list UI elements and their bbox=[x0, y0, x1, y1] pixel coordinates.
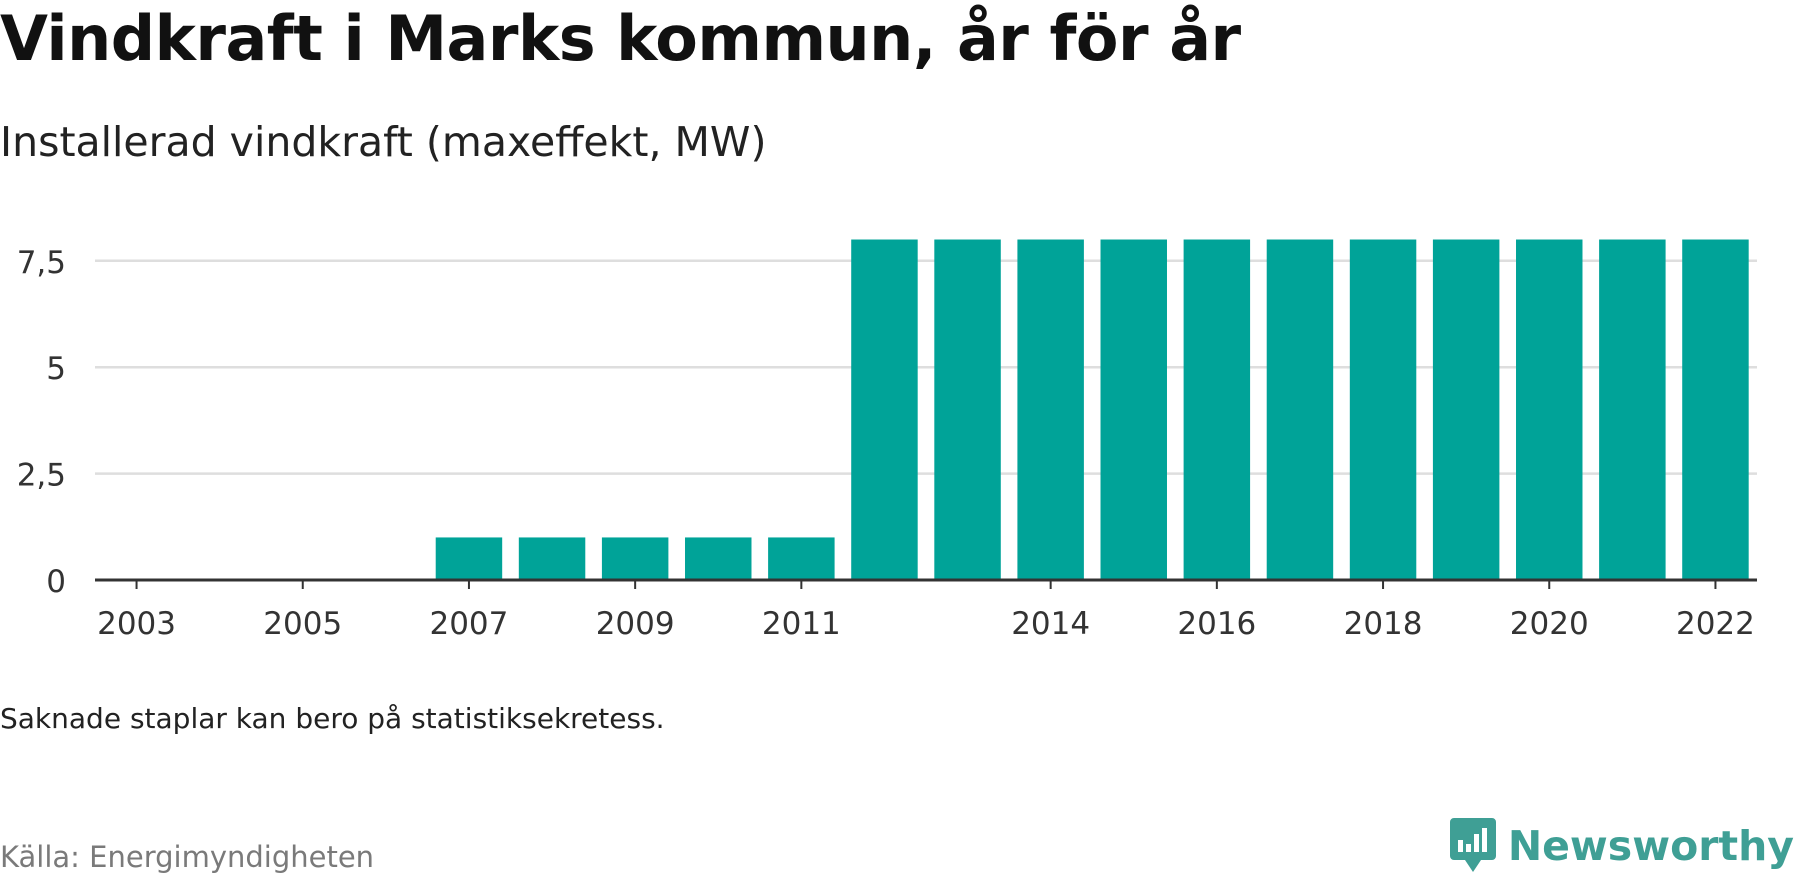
bar-2008 bbox=[518, 537, 586, 580]
x-tick-label: 2022 bbox=[1676, 606, 1755, 642]
x-tick-label: 2018 bbox=[1344, 606, 1423, 642]
x-tick-label: 2011 bbox=[762, 606, 841, 642]
x-tick-label: 2020 bbox=[1510, 606, 1589, 642]
bar-2009 bbox=[601, 537, 669, 580]
bar-2017 bbox=[1266, 239, 1334, 580]
x-tick-label: 2016 bbox=[1177, 606, 1256, 642]
bar-2014 bbox=[1017, 239, 1084, 580]
bar-2022 bbox=[1682, 239, 1749, 580]
bar-chart: 0 2,5 5 7,5 2003 2005 2007 2009 2011 2014 2016 201… bbox=[17, 239, 1757, 642]
footnote: Saknade staplar kan bero på statistiksek… bbox=[0, 702, 665, 735]
x-tick-label: 2009 bbox=[596, 606, 675, 642]
bar-2015 bbox=[1100, 239, 1167, 580]
bar-2019 bbox=[1432, 239, 1500, 580]
bar-2012 bbox=[851, 239, 918, 580]
x-tick-label: 2007 bbox=[429, 606, 508, 642]
y-axis-labels: 0 2,5 5 7,5 bbox=[17, 245, 66, 600]
newsworthy-logo-icon bbox=[1449, 818, 1496, 872]
grid-lines bbox=[95, 259, 1757, 475]
brand-name: Newsworthy bbox=[1507, 822, 1794, 870]
x-axis-labels: 2003 2005 2007 2009 2011 2014 2016 2018 2020 2022 bbox=[97, 580, 1755, 642]
x-tick-label: 2003 bbox=[97, 606, 176, 642]
bar-2010 bbox=[685, 537, 752, 580]
bar-2020 bbox=[1516, 239, 1583, 580]
bar-2021 bbox=[1599, 239, 1666, 580]
chart-subtitle: Installerad vindkraft (maxeffekt, MW) bbox=[0, 118, 767, 166]
x-tick-label: 2005 bbox=[263, 606, 342, 642]
brand-logo: Newsworthy bbox=[1448, 816, 1794, 876]
bar-2007 bbox=[435, 537, 503, 580]
y-tick-label: 7,5 bbox=[17, 245, 66, 281]
source-credit: Källa: Energimyndigheten bbox=[0, 840, 375, 874]
bar-2013 bbox=[934, 239, 1001, 580]
bar-2011 bbox=[768, 537, 835, 580]
bar-2016 bbox=[1183, 239, 1251, 580]
chart-title: Vindkraft i Marks kommun, år för år bbox=[0, 2, 1241, 75]
x-tick-label: 2014 bbox=[1011, 606, 1090, 642]
y-tick-label: 2,5 bbox=[17, 458, 66, 494]
y-tick-label: 0 bbox=[46, 564, 66, 600]
y-tick-label: 5 bbox=[46, 351, 66, 387]
bar-2018 bbox=[1349, 239, 1417, 580]
bars bbox=[435, 239, 1749, 580]
